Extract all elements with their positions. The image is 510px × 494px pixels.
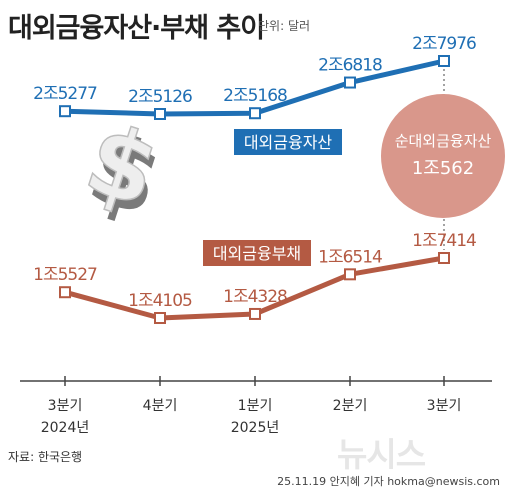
assets-series-name-label: 대외금융자산 bbox=[244, 133, 333, 152]
liabilities-series-name-label: 대외금융부채 bbox=[213, 244, 301, 263]
assets-point bbox=[249, 107, 261, 120]
dollar-sign-icon: $ $ bbox=[72, 101, 174, 238]
x-tick-label: 4분기 bbox=[143, 398, 178, 414]
unit-label: 단위: 달러 bbox=[258, 19, 311, 33]
liabilities-value-label: 1조5527 bbox=[33, 265, 97, 285]
liabilities-series-name-box bbox=[203, 240, 311, 266]
assets-value-label: 2조7976 bbox=[412, 34, 476, 54]
assets-point bbox=[344, 76, 356, 89]
x-tick-label: 1분기 bbox=[238, 398, 273, 414]
x-tick-label: 3분기 bbox=[48, 398, 83, 414]
liabilities-value-label: 1조6514 bbox=[318, 247, 382, 267]
assets-value-label: 2조5126 bbox=[128, 87, 192, 107]
liabilities-point bbox=[59, 286, 71, 299]
liabilities-point bbox=[249, 307, 261, 320]
svg-text:$: $ bbox=[73, 102, 171, 229]
chart-title: 대외금융자산·부채 추이 bbox=[8, 13, 265, 44]
net-assets-bubble bbox=[381, 94, 505, 218]
x-year-label: 2025년 bbox=[231, 420, 280, 436]
assets-value-label: 2조5277 bbox=[33, 84, 97, 104]
assets-point bbox=[59, 105, 71, 118]
assets-point bbox=[154, 108, 166, 120]
assets-value-label: 2조5168 bbox=[223, 86, 287, 106]
liabilities-point bbox=[154, 312, 166, 324]
net-assets-value: 1조562 bbox=[412, 158, 474, 179]
x-year-label: 2024년 bbox=[41, 420, 90, 436]
liabilities-value-label: 1조4105 bbox=[128, 291, 192, 311]
source-note: 자료: 한국은행 bbox=[8, 450, 83, 464]
liabilities-value-label: 1조7414 bbox=[412, 231, 476, 251]
assets-point bbox=[438, 55, 450, 67]
watermark-logo: 뉴시스 bbox=[337, 435, 426, 474]
assets-value-label: 2조6818 bbox=[318, 56, 382, 76]
liabilities-value-label: 1조4328 bbox=[223, 287, 287, 307]
liabilities-point bbox=[344, 268, 356, 281]
x-tick-label: 2분기 bbox=[333, 398, 368, 414]
assets-series-name-box bbox=[234, 129, 342, 155]
net-assets-label: 순대외금융자산 bbox=[395, 132, 492, 150]
liabilities-point bbox=[438, 252, 450, 264]
credit-line: 25.11.19 안지혜 기자 hokma@newsis.com bbox=[277, 475, 500, 488]
x-tick-label: 3분기 bbox=[427, 398, 462, 414]
